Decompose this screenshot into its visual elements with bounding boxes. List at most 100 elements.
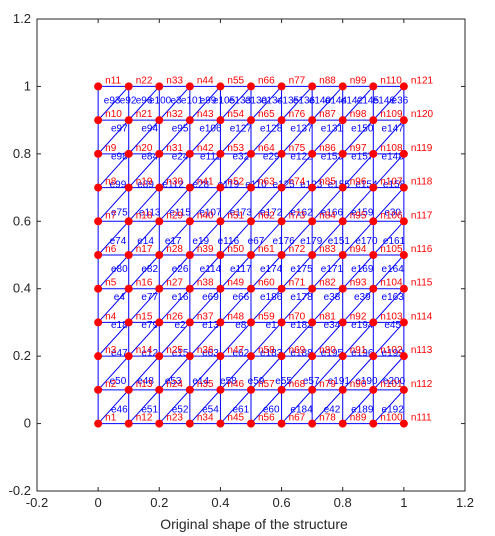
node-point (155, 352, 164, 361)
node-point (185, 284, 194, 293)
node-point (247, 82, 255, 91)
element-label: e61 (232, 404, 249, 415)
node-point (216, 284, 225, 293)
element-label: e63 (202, 348, 219, 359)
mesh-diagonal-line (372, 153, 405, 188)
mesh-diagonal-line (158, 254, 191, 290)
mesh-diagonal-line (311, 389, 344, 424)
node-point (338, 251, 347, 259)
x-tick-label: 1 (400, 495, 407, 510)
node-point (185, 116, 194, 125)
element-label: e95 (172, 123, 189, 134)
node-label: n111 (411, 413, 432, 424)
element-label: e179 (300, 236, 323, 247)
element-label: e137 (290, 123, 313, 134)
node-label: n43 (197, 109, 214, 120)
node-point (369, 149, 378, 158)
mesh-diagonal-line (189, 254, 221, 290)
mesh-diagonal-line (189, 86, 221, 121)
element-label: e38 (324, 292, 341, 303)
nodes (94, 82, 408, 428)
element-label: e186 (260, 292, 283, 303)
node-label: n70 (289, 311, 306, 322)
node-label: n9 (105, 143, 117, 154)
element-label: e69 (202, 292, 219, 303)
element-label: e135 (277, 95, 300, 106)
element-label: e136 (293, 95, 316, 106)
node-point (308, 217, 317, 226)
node-point (369, 284, 378, 293)
node-point (124, 284, 133, 293)
node-label: n56 (258, 413, 275, 424)
node-label: n7 (105, 210, 117, 221)
node-label: n11 (105, 75, 121, 86)
element-label: e117 (230, 264, 252, 275)
element-label: e57 (303, 376, 320, 387)
mesh-diagonal-line (250, 322, 282, 357)
x-tick-label: 0.2 (150, 495, 168, 510)
element-label: e99 (200, 95, 217, 106)
element-label: e92 (120, 95, 137, 106)
node-point (185, 318, 194, 327)
mesh-diagonal-line (189, 119, 221, 155)
node-point (277, 385, 286, 394)
element-label: e1 (266, 320, 278, 331)
mesh-diagonal-line (250, 187, 282, 222)
node-label: n42 (197, 143, 214, 154)
node-label: n3 (105, 345, 117, 356)
element-label: e48 (137, 376, 154, 387)
x-tick-label: 0.6 (273, 495, 291, 510)
mesh-diagonal-line (158, 86, 191, 121)
element-label: e140 (309, 95, 332, 106)
node-label: n36 (197, 345, 214, 356)
node-point (338, 419, 347, 428)
y-tick-label: 0.6 (13, 213, 31, 228)
node-point (124, 183, 133, 192)
element-label: e192 (382, 404, 405, 415)
mesh-diagonal-line (372, 288, 405, 323)
mesh-diagonal-line (281, 187, 313, 222)
mesh-diagonal-line (97, 288, 130, 323)
node-label: n95 (350, 210, 367, 221)
element-label: e183 (260, 348, 283, 359)
element-label: e98 (111, 151, 128, 162)
node-point (94, 318, 103, 327)
element-label: e154 (355, 180, 378, 191)
mesh-diagonal-line (281, 153, 313, 188)
node-label: n23 (166, 413, 183, 424)
mesh-diagonal-line (342, 153, 374, 188)
node-label: n62 (258, 210, 275, 221)
mesh-diagonal-line (342, 187, 374, 222)
element-label: e96 (136, 95, 153, 106)
node-label: n116 (411, 244, 433, 255)
element-label: e151 (328, 236, 351, 247)
y-tick-label: 0.4 (13, 281, 31, 296)
mesh-diagonal-line (250, 119, 282, 155)
element-label: e55 (275, 376, 292, 387)
element-label: e171 (321, 264, 344, 275)
element-label: e200 (383, 376, 406, 387)
element-label: e161 (383, 236, 406, 247)
node-label: n61 (258, 244, 275, 255)
element-label: e24 (172, 151, 189, 162)
node-label: n90 (350, 379, 367, 390)
element-label: e4 (114, 292, 126, 303)
element-label: e99 (110, 180, 127, 191)
mesh-diagonal-line (372, 86, 405, 121)
mesh-diagonal-line (311, 288, 344, 323)
mesh-diagonal-line (97, 153, 130, 188)
mesh-diagonal-line (97, 119, 130, 155)
node-point (369, 251, 378, 259)
mesh-diagonal-line (128, 254, 160, 290)
node-label: n86 (319, 143, 336, 154)
mesh-diagonal-line (220, 254, 252, 290)
mesh-diagonal-line (128, 220, 160, 256)
mesh-diagonal-line (189, 389, 221, 424)
node-point (277, 419, 286, 428)
node-point (277, 82, 286, 91)
node-label: n78 (319, 413, 336, 424)
mesh-diagonal-line (97, 254, 130, 290)
node-label: n52 (227, 177, 244, 188)
element-label: e148 (382, 151, 405, 162)
